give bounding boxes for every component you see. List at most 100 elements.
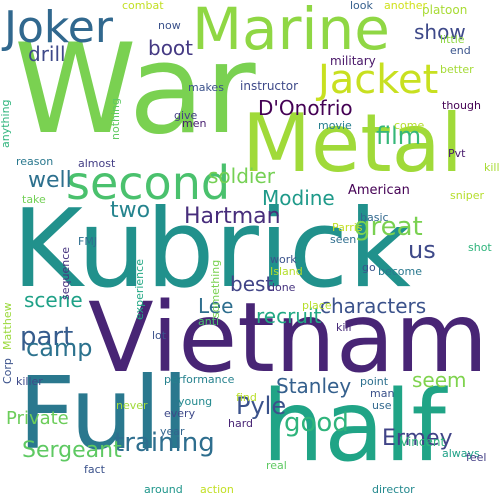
word: killing [484, 161, 500, 174]
word: Parris [332, 221, 363, 234]
word: great [354, 212, 423, 242]
word: find [236, 391, 257, 404]
word: Private [6, 408, 69, 429]
word: shot [468, 241, 492, 254]
word: American [348, 183, 410, 198]
word: boot [148, 36, 194, 60]
word: camp [26, 334, 93, 362]
word: work [270, 253, 297, 266]
word: end [450, 44, 471, 57]
word: better [440, 63, 474, 76]
word: part [20, 322, 74, 352]
word: best [230, 272, 274, 296]
word: experience [133, 259, 146, 320]
word: Lee [198, 294, 234, 318]
word: though [442, 99, 481, 112]
word: action [200, 483, 234, 496]
word: Vincent [400, 435, 446, 449]
word: show [414, 20, 466, 44]
word: use [372, 399, 392, 412]
word: Metal [242, 97, 463, 190]
word: military [330, 54, 376, 68]
word: real [266, 459, 287, 472]
word: point [360, 375, 389, 388]
word: combat [122, 0, 164, 12]
word: nothing [109, 98, 122, 140]
word: now [158, 19, 181, 32]
word: War [14, 18, 256, 162]
word: drill [28, 42, 66, 66]
word: become [378, 265, 423, 278]
word: feel [466, 451, 487, 464]
word: soldier [208, 164, 275, 188]
word: look [350, 0, 373, 12]
word: Matthew [1, 302, 14, 350]
word: Corp [1, 358, 14, 384]
word: recruit [256, 304, 322, 328]
word: lot [152, 329, 167, 342]
word: Pvt [448, 147, 466, 160]
word: come [394, 119, 425, 132]
word: two [110, 198, 151, 223]
word: around [144, 483, 183, 496]
word: Vietnam [88, 282, 489, 394]
word: always [442, 447, 480, 460]
word: seen [330, 233, 357, 246]
word: D'Onofrio [258, 96, 353, 120]
word: Pyle [236, 392, 287, 420]
word: Modine [262, 186, 335, 210]
word: instructor [240, 79, 299, 93]
word: sequence [59, 246, 72, 300]
word: give [174, 109, 198, 122]
word: go [362, 261, 376, 274]
word: us [408, 236, 436, 264]
word: sniper [450, 189, 485, 202]
word: year [160, 425, 185, 438]
word: training [114, 428, 215, 458]
word: second [66, 156, 231, 210]
word: kill [336, 321, 352, 334]
word: fact [84, 463, 105, 476]
word: characters [320, 294, 427, 318]
word: Marine [192, 0, 390, 63]
word: man [370, 387, 395, 400]
word: director [372, 483, 415, 496]
word: seem [412, 368, 467, 392]
word: Hartman [184, 204, 281, 229]
word: well [28, 168, 72, 193]
word: never [116, 399, 148, 412]
word: Full [18, 355, 189, 472]
word: hard [228, 417, 254, 430]
word: Ermey [382, 426, 453, 451]
word: place [302, 299, 332, 312]
word: scene [24, 288, 83, 312]
word: Jacket [318, 57, 439, 103]
word: Stanley [276, 374, 352, 398]
word: every [164, 407, 196, 420]
word: killer [16, 375, 43, 388]
word: makes [188, 81, 224, 94]
word: Joker [4, 2, 113, 53]
word: anti [198, 315, 220, 328]
word: performance [164, 373, 235, 386]
word: half [262, 370, 446, 484]
word: anything [0, 99, 12, 148]
word: FMJ [78, 235, 98, 248]
word: young [178, 395, 213, 408]
word: film [376, 122, 422, 150]
word: Sergeant [22, 438, 122, 463]
word: Kubrick [12, 187, 411, 312]
word: done [268, 281, 296, 294]
word: take [22, 193, 46, 206]
word: good [284, 408, 349, 438]
word: almost [78, 157, 116, 170]
word: little [440, 33, 465, 46]
word: something [209, 259, 222, 318]
word: reason [16, 155, 54, 168]
word: basic [360, 211, 389, 224]
word: another [384, 0, 428, 12]
word: Island [270, 265, 303, 278]
word: men [182, 117, 207, 130]
word: movie [318, 119, 352, 132]
